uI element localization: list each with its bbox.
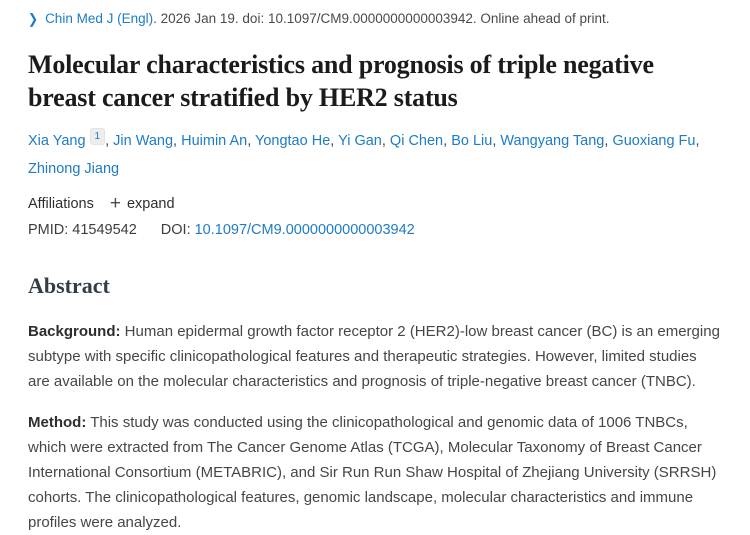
pubmed-article-page: { "header": { "journal": "Chin Med J (En… bbox=[28, 10, 720, 531]
author-link[interactable]: Qi Chen bbox=[389, 133, 444, 149]
author-separator: , bbox=[492, 133, 501, 149]
author-link[interactable]: Bo Liu bbox=[451, 133, 493, 149]
affiliations-label: Affiliations bbox=[28, 196, 94, 212]
author-separator: , bbox=[604, 133, 613, 149]
doi-label: DOI: bbox=[160, 222, 191, 238]
abstract-paragraph: Background: Human epidermal growth facto… bbox=[28, 323, 720, 390]
author-separator: , bbox=[695, 133, 700, 149]
abstract-heading: Abstract bbox=[28, 273, 110, 298]
author-affiliation-badge[interactable]: 1 bbox=[89, 128, 106, 146]
expand-affiliations-button[interactable]: + expand bbox=[109, 193, 175, 214]
author-link[interactable]: Jin Wang bbox=[113, 133, 174, 149]
author-link[interactable]: Huimin An bbox=[181, 133, 248, 149]
doi-link[interactable]: 10.1097/CM9.0000000000003942 bbox=[194, 222, 415, 238]
author-separator: , bbox=[330, 133, 339, 149]
pmid-label: PMID: bbox=[28, 222, 69, 238]
pmid-value: 41549542 bbox=[72, 222, 137, 238]
author-separator: , bbox=[443, 133, 452, 149]
author-link[interactable]: Wangyang Tang bbox=[500, 133, 605, 149]
identifiers-row: PMID: 41549542 DOI: 10.1097/CM9.00000000000… bbox=[28, 222, 722, 238]
author-separator: , bbox=[173, 133, 182, 149]
author-link[interactable]: Xia Yang bbox=[28, 133, 86, 149]
expand-label: expand bbox=[126, 196, 175, 212]
abstract-section-label: Background: bbox=[28, 323, 121, 340]
journal-citation-row: ❯ Chin Med J (Engl). 2026 Jan 19. doi: 10… bbox=[28, 9, 722, 29]
abstract-sections: Background: Human epidermal growth facto… bbox=[28, 319, 722, 535]
plus-icon: + bbox=[109, 193, 121, 214]
article-title: Molecular characteristics and prognosis … bbox=[28, 50, 654, 112]
authors-list: Xia Yang 1, Jin Wang, Huimin An, Yongtao … bbox=[28, 127, 722, 183]
journal-link[interactable]: Chin Med J (Engl) bbox=[45, 11, 154, 26]
author-separator: , bbox=[105, 133, 114, 149]
citation-text: . 2026 Jan 19. doi: 10.1097/CM9.00000000… bbox=[153, 11, 610, 26]
affiliations-row: Affiliations + expand bbox=[28, 193, 722, 214]
author-link[interactable]: Zhinong Jiang bbox=[28, 161, 120, 177]
author-link[interactable]: Yi Gan bbox=[338, 133, 382, 149]
author-separator: , bbox=[247, 133, 255, 149]
abstract-section-label: Method: bbox=[28, 414, 87, 431]
abstract-paragraph: Method: This study was conducted using t… bbox=[28, 414, 717, 531]
author-separator: , bbox=[381, 133, 390, 149]
author-link[interactable]: Yongtao He bbox=[255, 133, 331, 149]
chevron-right-icon[interactable]: ❯ bbox=[28, 10, 39, 27]
author-link[interactable]: Guoxiang Fu bbox=[612, 133, 696, 149]
